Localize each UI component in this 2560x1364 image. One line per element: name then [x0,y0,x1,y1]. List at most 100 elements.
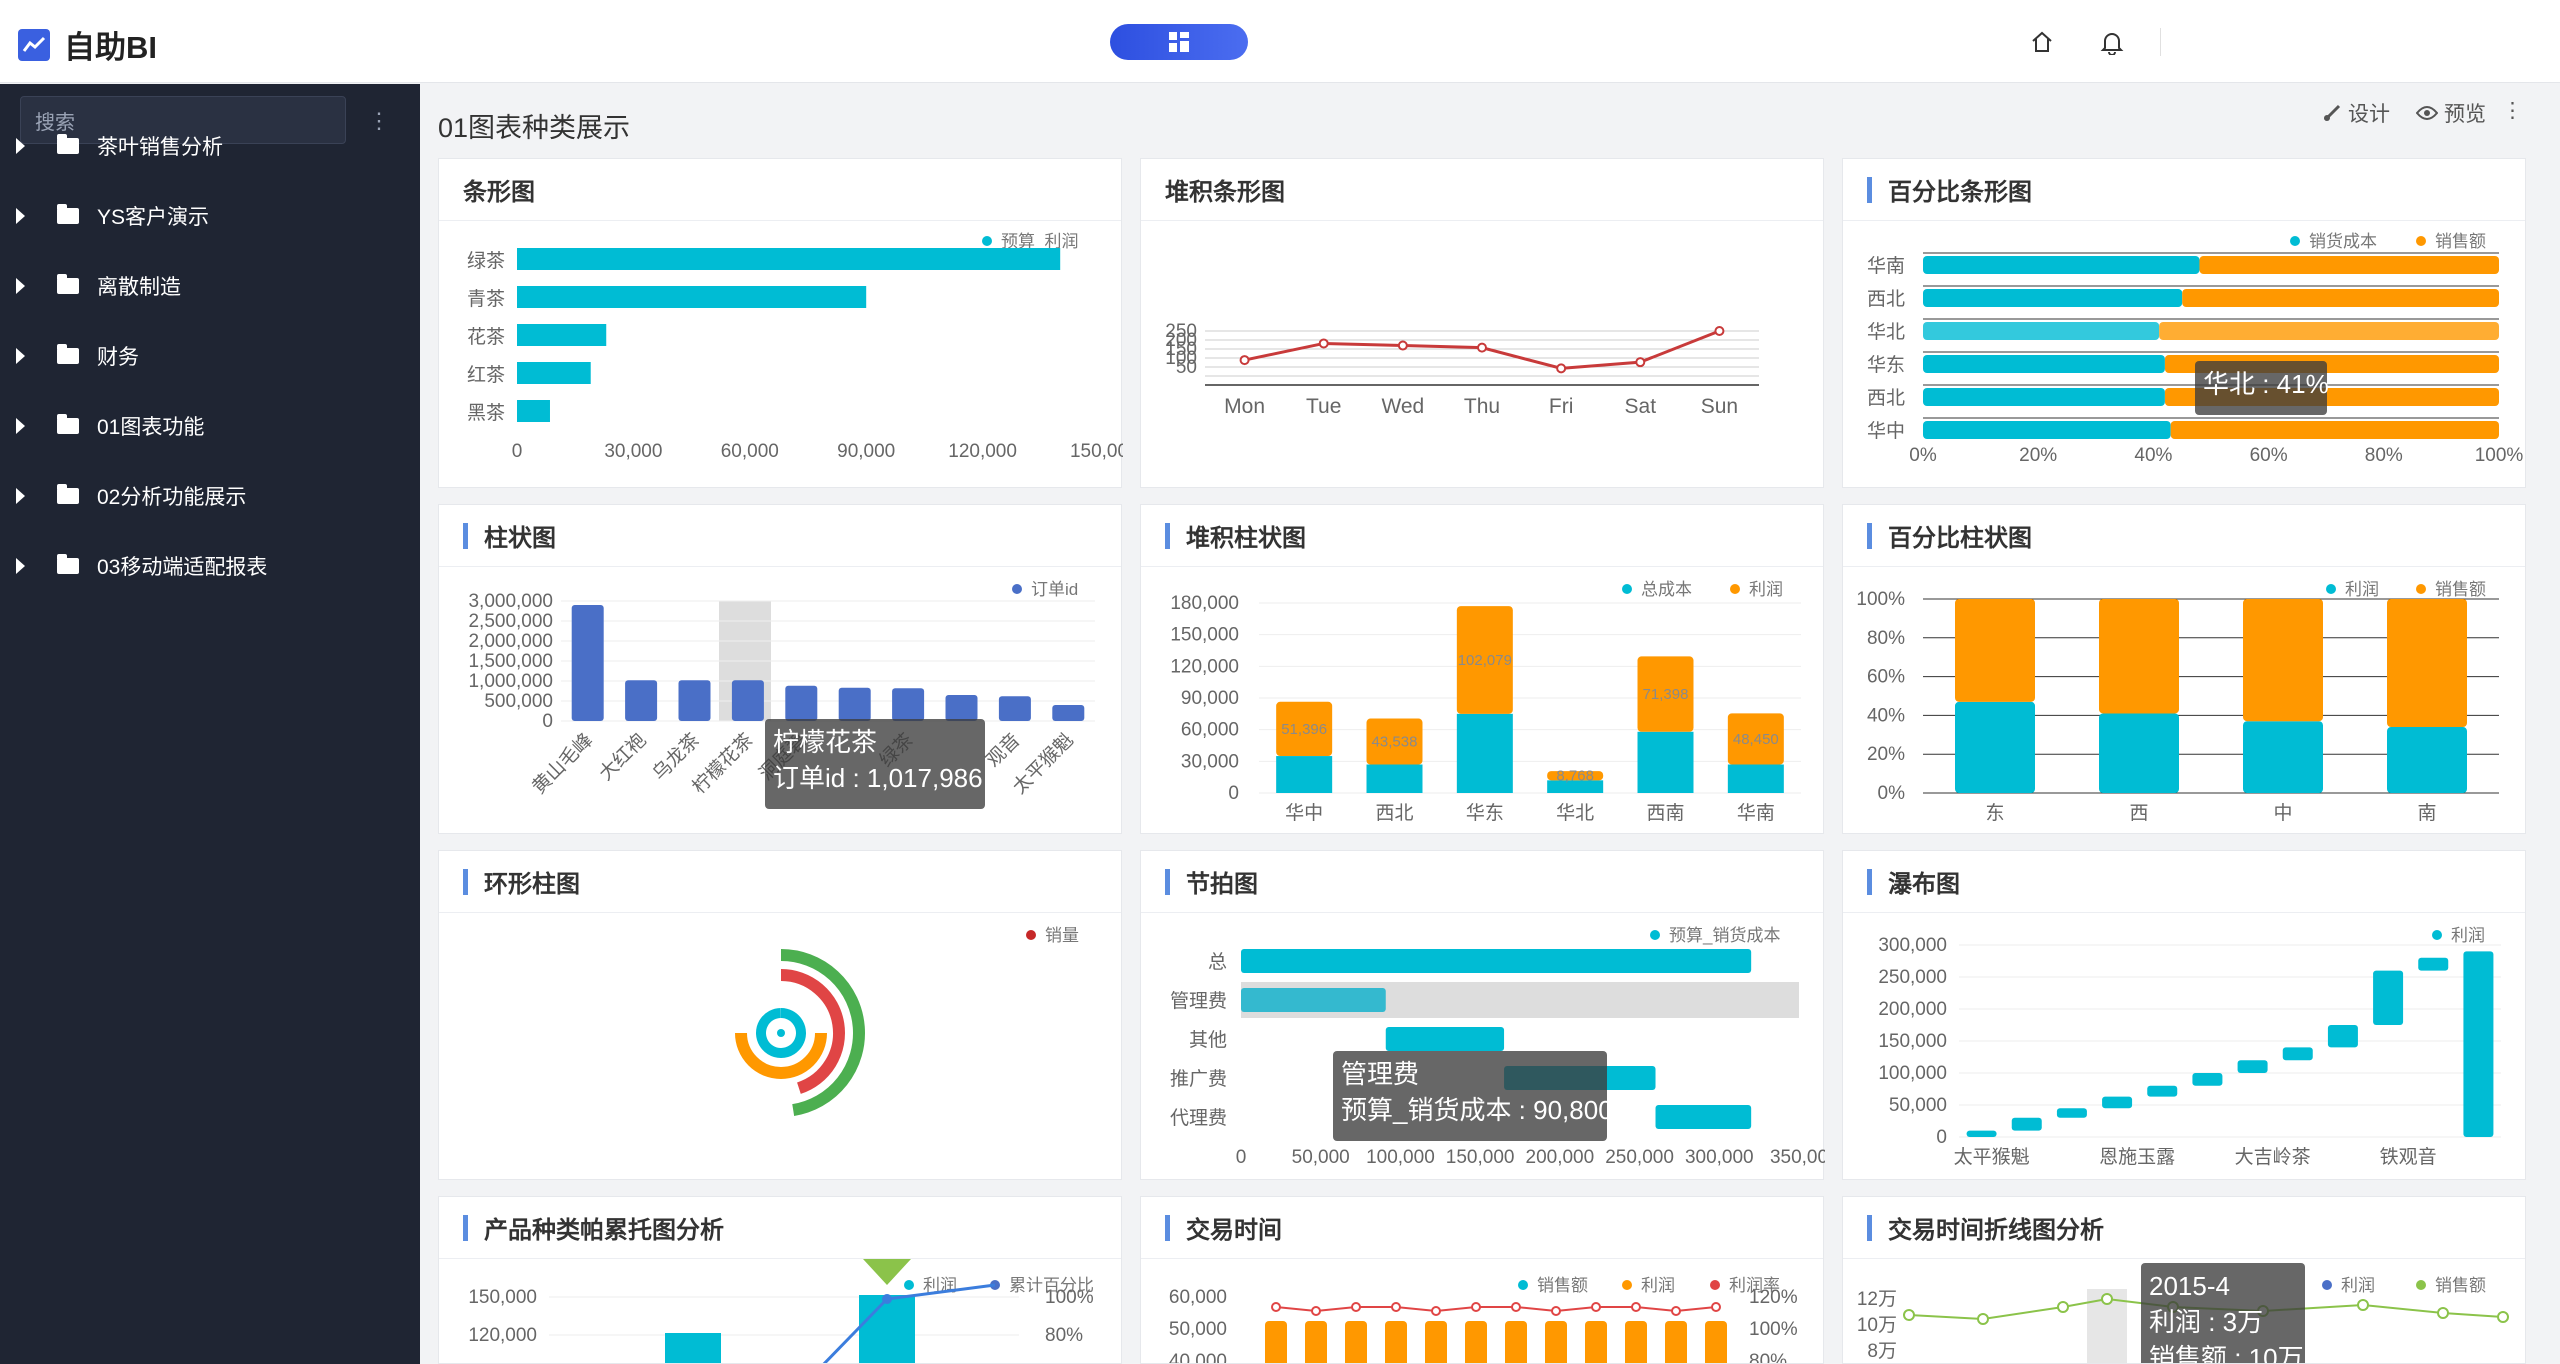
card-title: 柱状图 [439,505,1121,567]
radial-bar [756,1008,806,1058]
y-tick-label: 40% [1867,705,1905,726]
bar-segment [1366,764,1423,793]
divider [2160,28,2161,56]
y-tick-label: 0 [1936,1127,1947,1148]
caret-right-icon [16,558,25,574]
preview-button[interactable]: 预览 [2416,98,2486,128]
x-tick-label: Fri [1549,395,1574,418]
bar-category-label: 绿茶 [467,250,505,272]
legend-label: 销售额 [2435,1276,2486,1295]
more-menu-icon[interactable]: ⋮ [2502,99,2523,122]
y-tick-label: 120,000 [468,1325,537,1346]
card-title: 百分比条形图 [1843,159,2525,221]
legend-label: 利润 [2341,1276,2375,1295]
bar [1241,949,1752,973]
data-point [882,1294,892,1304]
bar-category-label: 华南 [1867,255,1905,277]
tree-item-finance[interactable]: 财务 [0,326,420,386]
tree-item-mobile-reports[interactable]: 03移动端适配报表 [0,536,420,596]
bell-icon[interactable] [2096,26,2128,58]
tree-item-ys-demo[interactable]: YS客户演示 [0,186,420,246]
bar-segment [1923,355,2165,373]
bar [2192,1073,2223,1086]
x-tick-label: 80% [2365,445,2403,466]
bar [1505,1321,1527,1363]
legend-marker [2416,1280,2426,1290]
bar [678,680,711,721]
bar [1385,1321,1407,1363]
card-title: 交易时间折线图分析 [1843,1197,2525,1259]
y-tick-label: 200,000 [1878,999,1947,1020]
data-point [1351,1302,1361,1312]
y-tick-label: 150,000 [1170,625,1239,646]
x-tick-label: 90,000 [837,441,895,462]
y-tick-label: 150,000 [1878,1031,1947,1052]
radial-bar [735,1032,827,1079]
bar [1052,705,1085,721]
bar-category-label: 华中 [1867,420,1905,442]
bar [2147,1085,2178,1097]
x-tick-label: 华东 [1466,802,1504,824]
card-bar-chart: 条形图 预算_利润 绿茶 青茶 花茶 红茶 黑茶 0 30,000 60,000 90,000 12… [438,158,1123,488]
y2-tick-label: 120% [1749,1287,1798,1308]
legend-marker [2416,584,2426,594]
caret-right-icon [16,138,25,154]
y-tick-label: 100 [1165,348,1197,369]
tree-item-chart-features[interactable]: 01图表功能 [0,396,420,456]
bar-category-label: 黑茶 [467,402,505,424]
y-tick-label: 30,000 [1181,751,1239,772]
x-tick-label: 华中 [1285,802,1323,824]
dashboard-switch-button[interactable] [1110,24,1248,60]
x-tick-label: Sat [1625,395,1657,418]
bar [2102,1096,2133,1109]
card-title-text: 柱状图 [484,525,556,552]
bar [2373,970,2404,1025]
bar [785,685,818,721]
design-button[interactable]: 设计 [2322,98,2390,128]
card-gantt-chart: 节拍图 预算_销货成本总管理费 其他 推广费 代理费 0 50,000 100,000 150… [1140,850,1825,1180]
tooltip-text: 华北 : 41% [2203,369,2329,399]
bar-segment [2099,599,2179,714]
tree-item-label: 02分析功能展示 [97,486,247,509]
tree-item-discrete-mfg[interactable]: 离散制造 [0,256,420,316]
legend-marker [2326,584,2336,594]
legend-marker [2416,236,2426,246]
stacked-column-chart: 180,000 150,000 120,000 90,000 60,000 30,000 0… [1170,580,1801,824]
x-tick-label: 40% [2134,445,2172,466]
top-bar: 自助BI [0,0,2560,83]
bar [1665,1321,1687,1363]
caret-right-icon [16,208,25,224]
home-icon[interactable] [2026,26,2058,58]
y-tick-label: 60% [1867,667,1905,688]
legend-marker [1012,584,1022,594]
legend-label: 累计百分比 [1009,1276,1094,1295]
x-tick-label: 大红袍 [595,729,651,785]
title-accent [463,522,468,549]
tree-item-analysis-demo[interactable]: 02分析功能展示 [0,466,420,526]
bar-segment [1955,599,2035,702]
card-title-text: 交易时间折线图分析 [1888,1217,2104,1244]
app-logo[interactable]: 自助BI [18,22,157,67]
card-title-text: 百分比柱状图 [1888,525,2032,552]
data-point [1477,342,1487,353]
bar [571,605,604,721]
bar [945,695,978,721]
legend-label: 销售额 [2435,580,2486,599]
x-tick-label: 大吉岭茶 [2235,1146,2311,1168]
card-column-chart: 柱状图 3,000,000 2,500,000 2,000,000 1,500,000… [438,504,1122,834]
card-title: 堆积柱状图 [1141,505,1823,567]
tree-item-tea-sales[interactable]: 茶叶销售分析 [0,116,420,176]
bar-category-label: 花茶 [467,326,505,348]
bar-category-label: 管理费 [1170,990,1227,1012]
y-tick-label: 80% [1867,628,1905,649]
data-label: 48,450 [1733,731,1779,748]
more-icon[interactable]: ⋮ [368,108,390,133]
bar-segment [2387,727,2467,793]
card-stacked-column-chart: 堆积柱状图 180,000 150,000 120,000 90,000 60,000 3… [1140,504,1824,834]
y-tick-label: 300,000 [1878,935,1947,956]
tooltip-box [2195,361,2327,415]
bar-category-label: 其他 [1189,1029,1227,1051]
search-input[interactable]: 搜索 [20,96,346,144]
